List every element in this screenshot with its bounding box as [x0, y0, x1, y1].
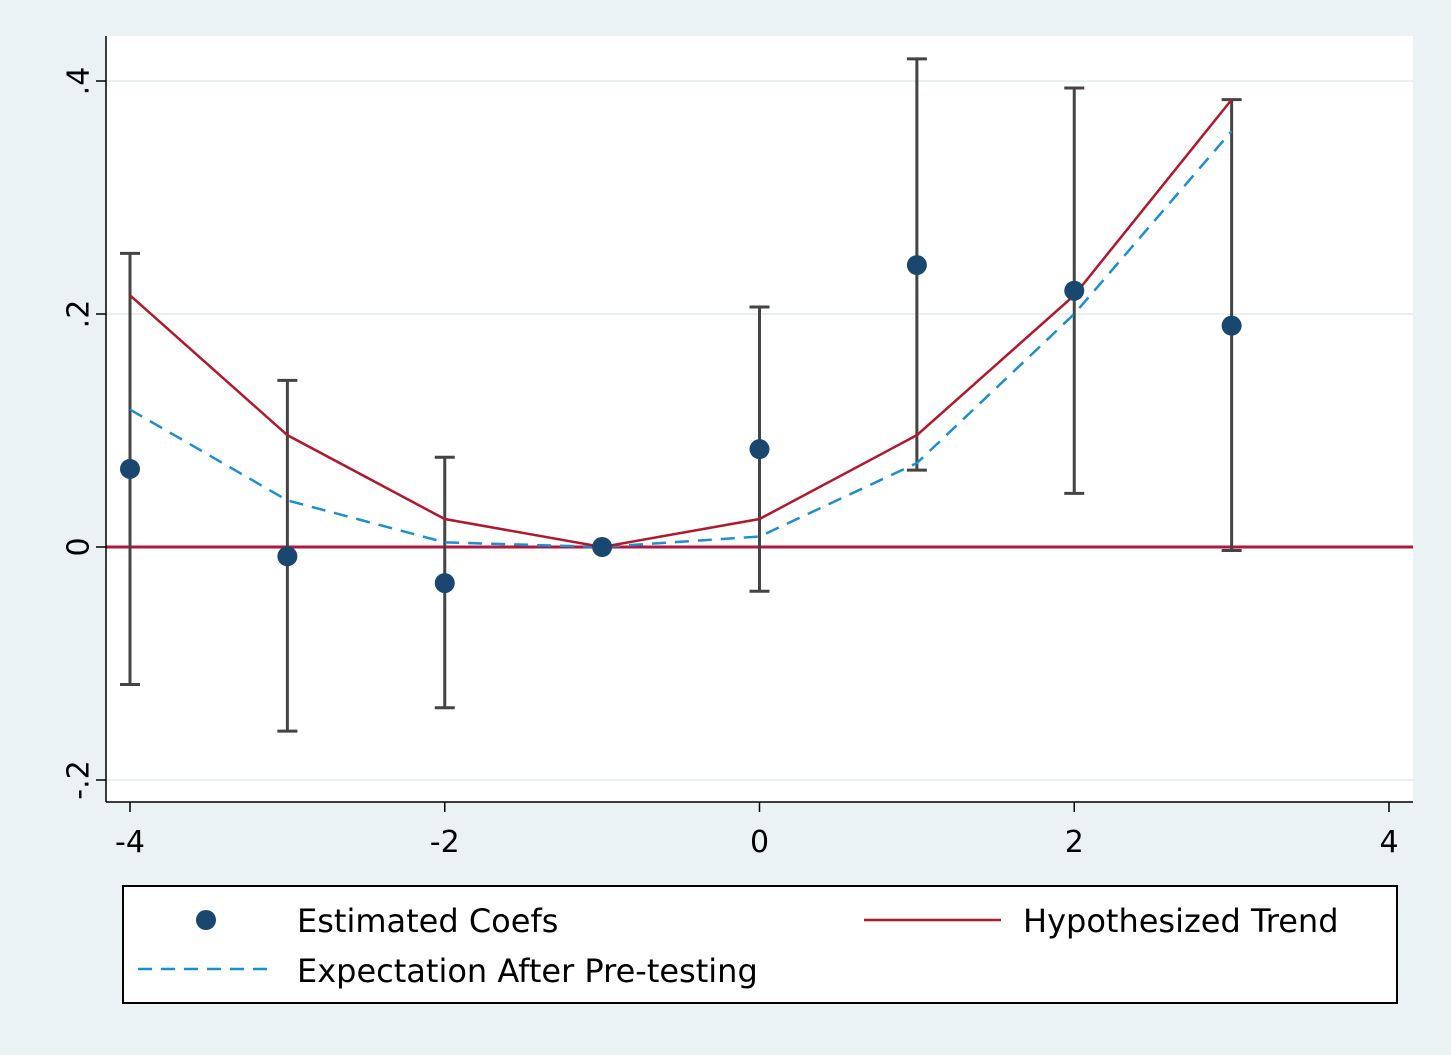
coef-point [277, 546, 298, 567]
coef-point [1221, 315, 1242, 336]
x-tick-label: 0 [750, 825, 769, 860]
coef-point [434, 573, 455, 594]
y-tick-label: 0 [62, 537, 97, 556]
y-tick-label: .4 [62, 67, 97, 96]
legend-label-trend: Hypothesized Trend [1023, 902, 1339, 940]
x-tick-label: 2 [1065, 825, 1084, 860]
x-tick-label: 4 [1379, 825, 1398, 860]
legend: Estimated Coefs Hypothesized Trend Expecta… [122, 885, 1398, 1004]
legend-marker-coefs [196, 910, 216, 930]
coef-point [1064, 280, 1085, 301]
legend-box [122, 885, 1398, 1004]
coef-point [592, 537, 613, 557]
series [120, 57, 1242, 733]
coef-point [120, 458, 140, 479]
axes: -.2 0 .2 .4 -4 -2 0 2 4 [62, 36, 1413, 860]
expectation-line [129, 130, 1233, 549]
y-tick-label: -.2 [62, 760, 97, 799]
x-tick-label: -2 [430, 825, 460, 860]
y-tick-label: .2 [62, 300, 97, 329]
legend-label-coefs: Estimated Coefs [297, 902, 558, 940]
legend-label-expectation: Expectation After Pre-testing [297, 952, 758, 990]
coef-point [906, 255, 927, 276]
coef-point [749, 439, 770, 460]
hypothesized-trend-line [129, 98, 1233, 549]
x-tick-label: -4 [115, 825, 145, 860]
